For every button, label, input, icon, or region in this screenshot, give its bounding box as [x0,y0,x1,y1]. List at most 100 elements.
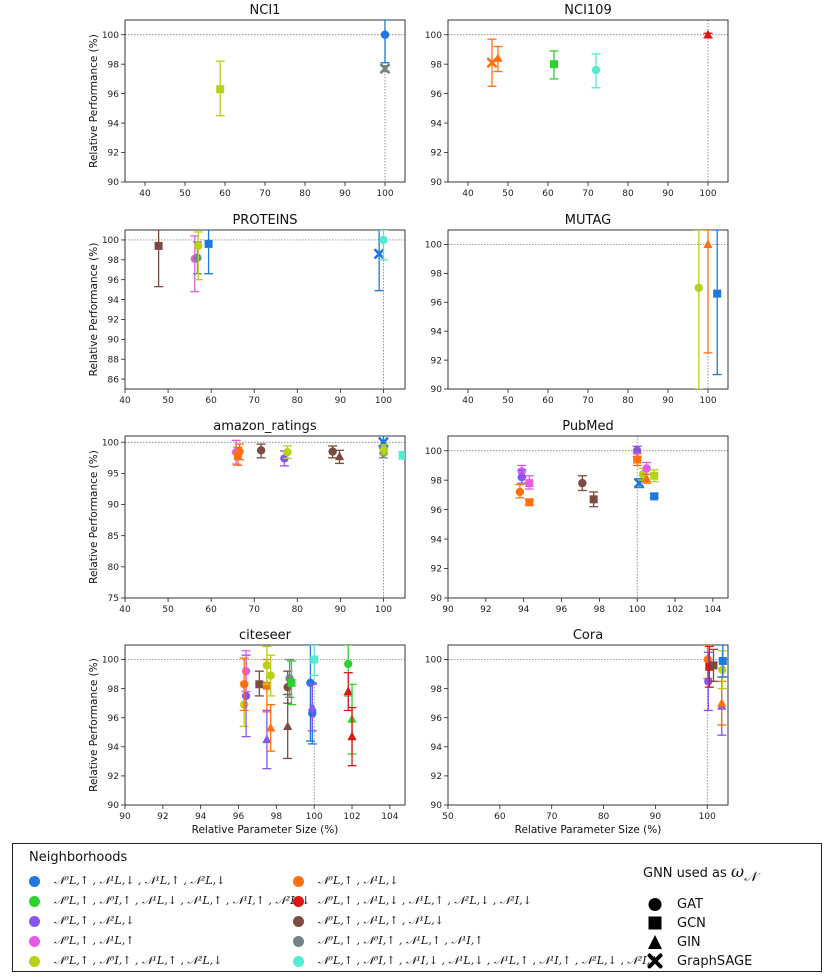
x-tick-label: 40 [462,189,474,199]
x-tick-label: 80 [622,396,634,406]
legend-neighborhood-label: 𝒩⁰L,↑ , 𝒩⁰I,↑ , 𝒩¹L,↑ , 𝒩²L,↓ [54,954,223,967]
legend-gnn-label: GIN [677,934,701,950]
panel-title: PROTEINS [232,213,297,228]
y-tick-label: 90 [108,178,120,188]
reference-lines [448,230,728,389]
x-tick-label: 50 [179,189,191,199]
y-tick-label: 92 [108,772,119,782]
y-tick-label: 96 [431,298,443,308]
x-tick-label: 60 [205,396,217,406]
x-tick-label: 70 [259,189,271,199]
point-marker-circle [591,65,601,75]
y-tick-label: 94 [431,743,443,753]
x-tick-label: 100 [699,396,716,406]
legend-neighborhood-item: 𝒩⁰L,↑ , 𝒩¹L,↑ , 𝒩¹L,↓ [293,910,444,932]
reference-lines [448,20,728,182]
data-point [347,706,357,767]
point-marker-x [374,248,385,259]
panel-amazon-ratings: amazon_ratings 40 50 60 70 80 90 100 75 80 85 90 95 1… [88,419,406,615]
legend-gnn-omega-subscript: 𝒩 [743,870,757,886]
legend-color-dot [293,895,304,907]
x-tick-label: 70 [249,396,261,406]
data-point [398,450,405,460]
legend-neighborhood-label: 𝒩⁰L,↑ , 𝒩¹L,↑ [54,934,135,947]
point-marker-square [233,451,242,460]
x-tick-label: 50 [162,396,174,406]
data-point [309,645,319,677]
y-tick-label: 98 [431,685,443,695]
y-tick-label: 88 [108,355,120,365]
y-tick-label: 92 [431,149,442,159]
legend-color-dot [293,915,304,927]
data-point [591,53,601,89]
point-marker-square [398,451,405,460]
y-tick-label: 100 [425,447,442,457]
panel-title: Cora [573,628,603,643]
data-point [256,443,266,459]
legend-marker-circle-icon [648,898,662,911]
x-tick-label: 50 [162,605,174,615]
legend-marker-shape [648,898,662,911]
point-marker-square [633,455,642,464]
x-tick-label: 50 [502,396,514,406]
legend-neighborhood-label: 𝒩⁰L,↑ , 𝒩⁰I,↑ , 𝒩¹L,↑ , 𝒩¹I,↑ [318,934,484,947]
point-marker-square [262,681,271,690]
point-marker-square [650,471,659,480]
legend-color-dot [29,955,40,967]
panel-nci109: NCI109 40 50 60 70 80 90 100 90 92 94 96 98 100 [425,3,729,199]
legend-gnn-omega-symbol: ω [730,862,744,881]
x-tick-label: 70 [546,812,558,822]
y-tick-label: 94 [108,296,120,306]
y-axis-label: Relative Performance (%) [88,658,100,792]
y-tick-label: 96 [431,506,443,516]
legend-color-dot [29,875,40,887]
y-tick-label: 90 [431,385,443,395]
data-point [378,230,388,261]
data-point [343,671,353,712]
legend-neighborhood-label: 𝒩⁰L,↑ , 𝒩¹L,↓ [318,874,399,887]
y-tick-label: 80 [108,563,120,573]
data-point [215,60,225,117]
chart-legend: Neighborhoods 𝒩⁰L,↑ , 𝒩¹L,↓ , 𝒩¹L,↑ , 𝒩²… [12,843,822,972]
point-marker-triangle [703,239,713,249]
data-point [524,498,534,507]
x-tick-label: 90 [119,812,131,822]
data-point [379,444,389,456]
data-point [589,491,599,508]
data-point [154,230,164,288]
point-marker-circle [379,235,388,245]
point-marker-circle [241,691,251,701]
legend-neighborhood-item: 𝒩⁰L,↑ , 𝒩¹L,↑ [29,930,134,952]
point-marker-triangle [642,473,652,483]
axes-frame [124,435,406,599]
y-tick-label: 92 [431,565,442,575]
x-tick-label: 100 [376,189,393,199]
legend-marker-shape [647,953,663,969]
x-tick-label: 90 [650,812,662,822]
legend-neighborhood-item: 𝒩⁰L,↑ , 𝒩¹L,↓ [293,870,398,892]
point-marker-circle [694,283,703,293]
y-tick-label: 98 [431,476,443,486]
legend-gnn-item: GIN [647,932,701,952]
legend-neighborhood-label: 𝒩⁰L,↑ , 𝒩¹L,↓ , 𝒩¹L,↑ , 𝒩²L,↓ , 𝒩²I,↓ [318,894,532,907]
data-point [235,443,245,461]
x-tick-label: 104 [704,605,721,615]
y-tick-label: 92 [108,149,119,159]
data-point [703,651,713,712]
panel-citeseer: citeseer 90 92 94 96 98 100 102 104 90 92 94 96 98 100… [88,628,406,836]
data-point [632,453,642,467]
y-tick-label: 95 [108,470,119,480]
point-marker-circle [515,487,525,497]
x-tick-label: 90 [335,396,347,406]
axes-frame [124,644,406,806]
legend-marker-shape [648,935,662,949]
legend-gnn-item: GAT [647,894,703,914]
data-point [577,475,587,492]
y-tick-label: 98 [431,60,443,70]
data-points [231,436,405,467]
point-marker-square [287,678,296,687]
y-tick-label: 94 [108,119,120,129]
legend-gnn-item: GraphSAGE [647,951,752,971]
axes-frame [447,644,729,806]
